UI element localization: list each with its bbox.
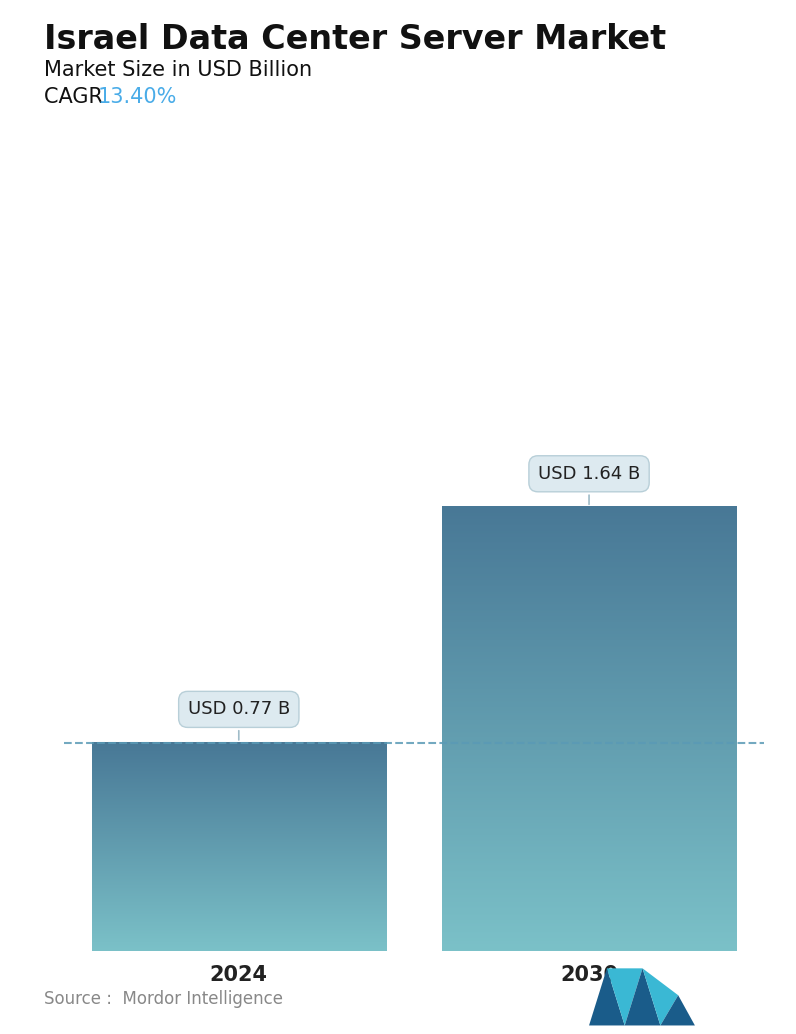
Text: Israel Data Center Server Market: Israel Data Center Server Market [44,23,666,56]
Polygon shape [589,968,625,1026]
Text: USD 0.77 B: USD 0.77 B [188,700,290,740]
Polygon shape [661,995,695,1026]
Text: Source :  Mordor Intelligence: Source : Mordor Intelligence [44,991,283,1008]
Text: CAGR: CAGR [44,87,116,107]
Text: USD 1.64 B: USD 1.64 B [538,464,640,505]
Polygon shape [642,968,678,1026]
Text: 13.40%: 13.40% [98,87,178,107]
Polygon shape [607,968,642,1026]
Text: Market Size in USD Billion: Market Size in USD Billion [44,60,312,80]
Polygon shape [625,968,661,1026]
